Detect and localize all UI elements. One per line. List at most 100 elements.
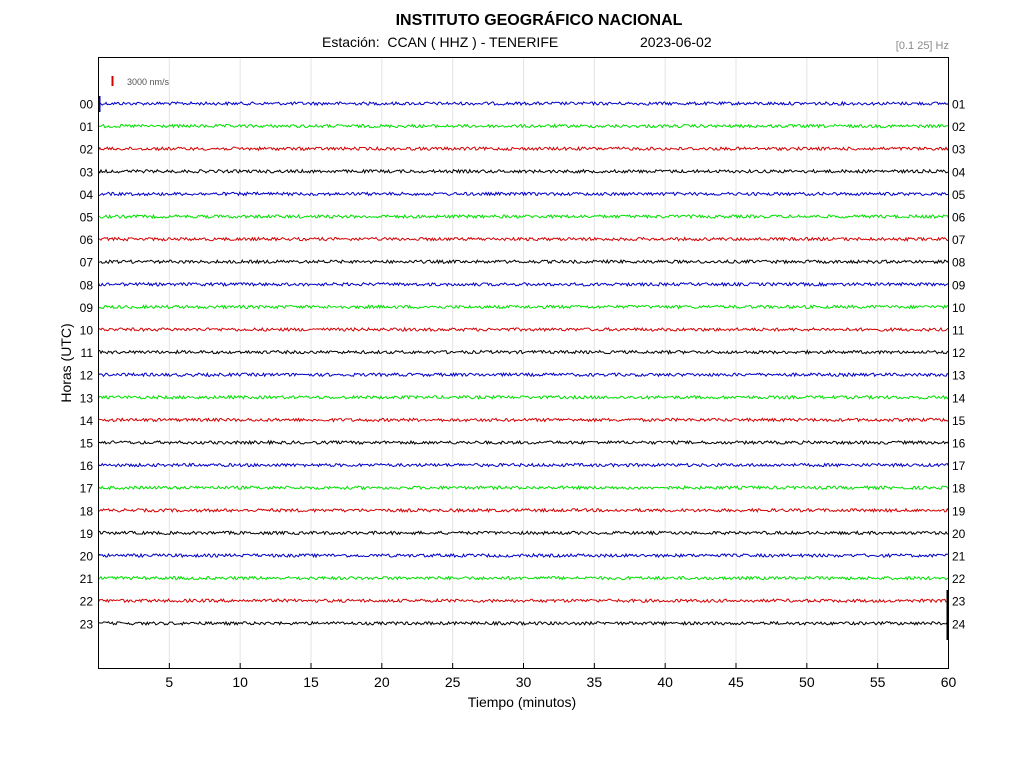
hour-label-left: 12: [80, 369, 94, 383]
hour-trace: [98, 484, 949, 491]
hour-label-left: 23: [80, 617, 94, 631]
hour-trace: [98, 439, 949, 446]
hour-label-left: 00: [80, 98, 94, 112]
hour-label-left: 15: [80, 437, 94, 451]
hour-trace: [98, 417, 949, 423]
hour-label-right: 11: [952, 324, 965, 338]
hour-label-right: 18: [952, 482, 966, 496]
hour-label-left: 06: [80, 233, 94, 247]
hour-trace: [98, 349, 949, 355]
hour-trace: [98, 168, 949, 175]
hour-trace: [98, 145, 949, 152]
hour-label-right: 15: [952, 414, 966, 428]
hour-label-left: 21: [80, 572, 94, 586]
hour-trace: [98, 620, 949, 627]
scale-label: 3000 nm/s: [127, 77, 170, 87]
hour-label-right: 12: [952, 346, 966, 360]
hour-label-right: 07: [952, 233, 966, 247]
hour-label-right: 08: [952, 256, 966, 270]
hour-label-right: 22: [952, 572, 966, 586]
hour-trace: [98, 236, 949, 242]
y-axis-label: Horas (UTC): [58, 323, 74, 402]
hour-trace: [98, 258, 949, 265]
hour-label-left: 19: [80, 527, 94, 541]
hour-label-left: 03: [80, 165, 94, 179]
hour-label-right: 04: [952, 165, 966, 179]
hour-label-left: 01: [80, 120, 94, 134]
hour-trace: [98, 394, 949, 400]
hour-label-left: 14: [80, 414, 94, 428]
hour-label-right: 24: [952, 617, 966, 631]
x-tick-label: 50: [799, 674, 815, 690]
hour-label-right: 16: [952, 437, 966, 451]
hour-trace: [98, 462, 949, 468]
hour-label-left: 07: [80, 256, 94, 270]
hour-trace: [98, 304, 949, 310]
hour-label-right: 05: [952, 188, 966, 202]
hour-trace: [98, 213, 949, 220]
hour-label-left: 18: [80, 504, 94, 518]
amplitude-scale: 3000 nm/s: [111, 76, 170, 87]
chart-title: INSTITUTO GEOGRÁFICO NACIONAL: [395, 12, 683, 29]
hour-label-right: 09: [952, 278, 966, 292]
x-axis-ticks: 5 10 15 20 25 30 35 40 45 50 55 60: [165, 663, 956, 690]
hour-label-left: 17: [80, 482, 94, 496]
hour-trace: [98, 507, 949, 514]
record-date: 2023-06-02: [640, 34, 712, 50]
x-tick-label: 45: [728, 674, 744, 690]
x-tick-label: 40: [657, 674, 673, 690]
x-tick-label: 15: [303, 674, 319, 690]
hour-label-right: 21: [952, 550, 966, 564]
hour-trace: [98, 598, 949, 604]
trace-group: [98, 96, 949, 640]
filter-band: [0.1 25] Hz: [895, 40, 949, 52]
hour-label-left: 04: [80, 188, 94, 202]
hour-label-left: 08: [80, 278, 94, 292]
hour-label-left: 10: [80, 324, 94, 338]
left-hour-labels: 00 01 02 03 04 05 06 07 08 09 10 11 12 13 14 15 16 17 18 19…: [80, 98, 94, 632]
hour-label-right: 01: [952, 98, 966, 112]
hour-trace: [98, 281, 949, 288]
hour-label-left: 20: [80, 550, 94, 564]
x-tick-label: 20: [374, 674, 390, 690]
x-tick-label: 10: [232, 674, 248, 690]
hour-trace: [98, 552, 949, 559]
hour-trace: [98, 372, 949, 378]
station-label: Estación: CCAN ( HHZ ) - TENERIFE: [322, 34, 559, 50]
x-tick-label: 60: [941, 674, 957, 690]
hour-label-left: 16: [80, 459, 94, 473]
hour-label-left: 09: [80, 301, 94, 315]
x-tick-label: 25: [445, 674, 461, 690]
hour-trace: [98, 123, 949, 129]
hour-trace: [98, 100, 949, 107]
hour-label-right: 17: [952, 459, 966, 473]
hour-label-right: 06: [952, 211, 966, 225]
x-axis-label: Tiempo (minutos): [468, 694, 576, 710]
hour-label-right: 20: [952, 527, 966, 541]
hour-label-right: 19: [952, 504, 966, 518]
x-tick-label: 55: [870, 674, 886, 690]
hour-label-right: 13: [952, 369, 966, 383]
hour-label-right: 10: [952, 301, 966, 315]
hour-trace: [98, 191, 949, 197]
hour-label-left: 05: [80, 211, 94, 225]
grid-lines: [168, 57, 879, 669]
hour-trace: [98, 530, 949, 536]
hour-trace: [98, 575, 949, 581]
station-subtitle: Estación: CCAN ( HHZ ) - TENERIFE 2023-06…: [322, 34, 712, 50]
hour-label-left: 22: [80, 595, 94, 609]
right-hour-labels: 01 02 03 04 05 06 07 08 09 10 11 12 13 14 15 16 17 18 19 20…: [952, 98, 966, 632]
hour-label-right: 03: [952, 143, 966, 157]
hour-label-right: 14: [952, 391, 966, 405]
hour-label-right: 02: [952, 120, 966, 134]
hour-label-left: 11: [81, 346, 94, 360]
hour-label-left: 02: [80, 143, 94, 157]
x-tick-label: 5: [165, 674, 173, 690]
scale-bar: [111, 76, 114, 86]
x-tick-label: 30: [516, 674, 532, 690]
x-tick-label: 35: [587, 674, 603, 690]
hour-label-right: 23: [952, 595, 966, 609]
hour-label-left: 13: [80, 391, 94, 405]
hour-trace: [98, 326, 949, 333]
